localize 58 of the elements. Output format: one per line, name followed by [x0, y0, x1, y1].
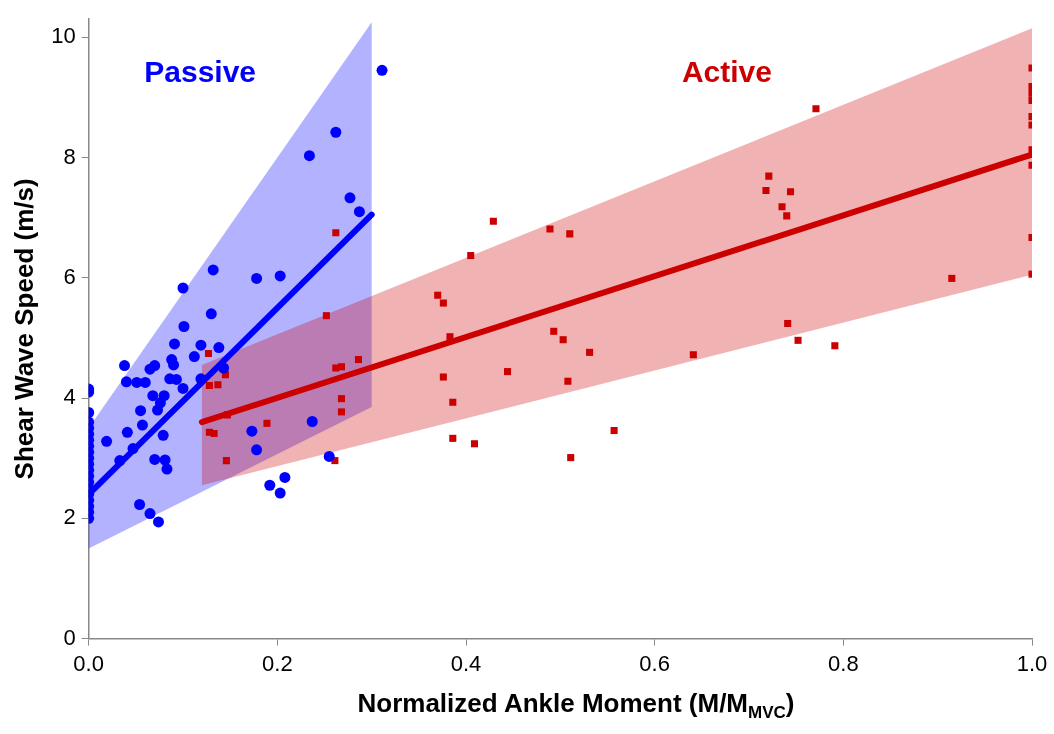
point [831, 342, 839, 350]
series-label: Active [681, 55, 772, 89]
y-tick-label: 8 [63, 143, 76, 169]
point [204, 350, 213, 358]
point [489, 217, 497, 225]
point [354, 356, 362, 364]
point [559, 336, 567, 344]
point [778, 203, 786, 211]
point [446, 333, 454, 341]
x-axis-title: Normalized Ankle Moment (M/M$_{MVC}$) [356, 688, 796, 724]
x-tick-label: 0.4 [450, 650, 482, 676]
point [467, 252, 475, 260]
x-tick-label: 0.2 [262, 650, 293, 676]
x-tick-label: 0.6 [639, 650, 670, 676]
point [610, 426, 618, 435]
point [337, 395, 346, 403]
point [439, 373, 447, 381]
point [470, 440, 479, 448]
point [449, 398, 457, 406]
point [332, 229, 340, 237]
point [564, 377, 572, 385]
point [263, 419, 271, 427]
x-tick-label: 0.0 [73, 650, 104, 676]
point [566, 230, 574, 238]
point [586, 348, 594, 356]
point [546, 225, 554, 233]
y-tick-label: 6 [63, 263, 76, 289]
point [689, 351, 697, 359]
point [214, 381, 222, 389]
point [222, 457, 230, 465]
point [762, 187, 770, 195]
point [783, 212, 791, 220]
point [567, 454, 575, 462]
point [322, 312, 330, 320]
point [794, 336, 802, 344]
x-tick-label: 1.0 [1016, 650, 1048, 676]
point [434, 291, 442, 299]
y-tick-label: 0 [63, 624, 76, 650]
point [337, 408, 346, 416]
y-tick-label: 4 [63, 384, 76, 410]
y-tick-label: 10 [51, 23, 76, 49]
point [812, 105, 820, 113]
point [765, 172, 773, 180]
point [784, 319, 792, 328]
point [337, 363, 346, 371]
text: Passive [144, 55, 257, 89]
point [439, 299, 447, 307]
point [223, 411, 231, 419]
y-axis-title: Shear Wave Speed (m/s) [8, 178, 39, 480]
point [205, 381, 213, 389]
point [786, 188, 795, 196]
point [550, 327, 558, 335]
y-tick-label: 2 [63, 504, 76, 530]
x-tick-label: 0.8 [828, 650, 859, 676]
point [449, 434, 457, 442]
point [948, 274, 956, 282]
point [503, 368, 512, 376]
point [210, 430, 218, 438]
